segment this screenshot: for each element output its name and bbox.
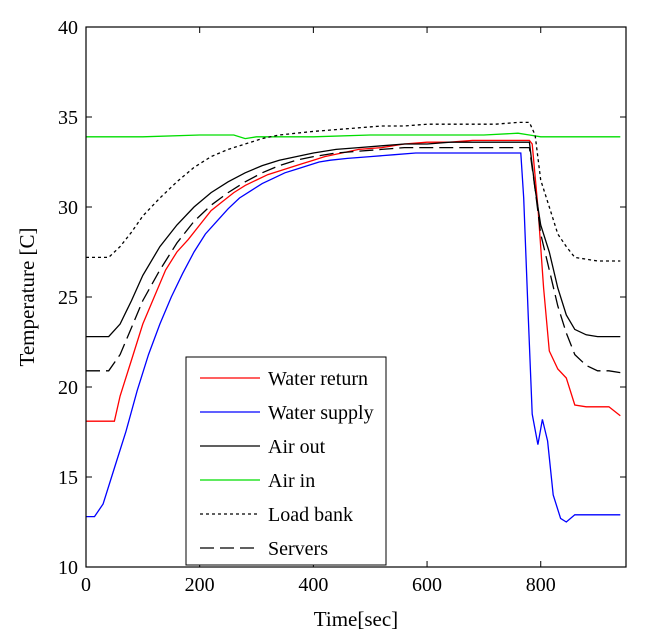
y-tick-label: 35 bbox=[58, 107, 78, 129]
x-tick-label: 200 bbox=[185, 574, 215, 596]
legend-label: Water return bbox=[268, 368, 368, 390]
series-line-air-out bbox=[86, 141, 621, 338]
y-tick-label: 30 bbox=[58, 197, 78, 219]
x-tick-label: 800 bbox=[526, 574, 556, 596]
legend: Water return Water supply Air out Air in Loa… bbox=[185, 356, 387, 566]
x-tick-label: 400 bbox=[298, 574, 328, 596]
legend-items: Water return Water supply Air out Air in Loa… bbox=[200, 368, 374, 560]
series-line-water-return bbox=[86, 139, 621, 422]
x-axis-title: Time[sec] bbox=[314, 607, 398, 631]
tick-layer: 0 200 400 600 800 10 15 20 25 30 35 40 bbox=[58, 17, 626, 596]
y-tick-label: 25 bbox=[58, 287, 78, 309]
series-line-air-in bbox=[86, 132, 621, 140]
legend-label: Water supply bbox=[268, 402, 374, 424]
series-line-water-supply bbox=[86, 152, 621, 523]
y-tick-label: 40 bbox=[58, 17, 78, 39]
legend-box bbox=[185, 356, 387, 566]
series-layer bbox=[86, 121, 621, 523]
y-tick-label: 10 bbox=[58, 557, 78, 579]
y-tick-label: 20 bbox=[58, 377, 78, 399]
x-tick-label: 0 bbox=[81, 574, 91, 596]
legend-label: Servers bbox=[268, 538, 328, 560]
legend-label: Air in bbox=[268, 470, 315, 492]
x-tick-label: 600 bbox=[412, 574, 442, 596]
series-line-servers bbox=[86, 146, 621, 374]
y-tick-label: 15 bbox=[58, 467, 78, 489]
legend-label: Load bank bbox=[268, 504, 353, 526]
legend-label: Air out bbox=[268, 436, 326, 458]
y-axis-title: Temperature [C] bbox=[15, 227, 39, 366]
